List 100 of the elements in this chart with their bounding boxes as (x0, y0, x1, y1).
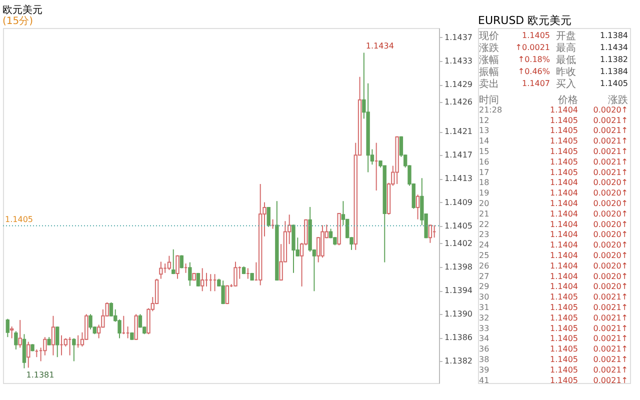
text: 12 (479, 116, 490, 125)
text: 1.1405 (522, 31, 550, 40)
text: 0.0021↑ (593, 147, 628, 156)
text: 24 (479, 240, 490, 250)
text: ↑0.18% (518, 55, 550, 64)
y-tick-label: 1.1409 (444, 198, 472, 207)
chart-title: 欧元美元 (2, 4, 42, 16)
text: 1.1404 (550, 272, 578, 281)
text: 0.0021↑ (593, 136, 628, 146)
text: 1.1405 (550, 136, 578, 146)
candlestick (6, 318, 10, 338)
text: 0.0020↑ (593, 220, 628, 229)
text: 15 (479, 147, 490, 156)
text: 18 (479, 178, 490, 188)
text: 1.1405 (550, 313, 578, 322)
text: 1.1405 (550, 126, 578, 136)
text: 0.0021↑ (593, 344, 628, 354)
text: ↑0.0021 (515, 43, 550, 52)
text: 0.0020↑ (593, 178, 628, 188)
text: 1.1405 (550, 376, 578, 385)
text: 1.1404 (550, 220, 578, 229)
candlestick (234, 261, 238, 287)
y-tick-label: 1.1421 (444, 127, 472, 136)
candlestick (188, 262, 192, 286)
text: 卖出 (479, 78, 499, 90)
ref-line-label: 1.1405 (5, 214, 33, 224)
text: 0.0021↑ (593, 324, 628, 333)
text: 25 (479, 251, 490, 260)
text: 21 (479, 209, 490, 218)
text: 时间 (479, 94, 499, 106)
text: 1.1404 (550, 240, 578, 250)
text: 14 (479, 136, 490, 146)
text: 涨跌 (608, 94, 628, 106)
candlestick (196, 272, 200, 287)
text: 0.0020↑ (593, 209, 628, 218)
y-tick-label: 1.1386 (444, 333, 472, 342)
candlestick (51, 315, 56, 356)
candlestick (56, 326, 60, 358)
candlestick (72, 338, 76, 362)
text: 1.1405 (600, 79, 628, 88)
text: 30 (479, 292, 490, 302)
candlestick (167, 255, 172, 270)
text: 1.1384 (600, 67, 628, 76)
text: 1.1405 (550, 365, 578, 374)
text: 振幅 (479, 66, 499, 78)
text: 1.1404 (550, 188, 578, 198)
text: 0.0021↑ (593, 303, 628, 312)
text: 涨跌 (479, 42, 499, 54)
text: 1.1404 (550, 282, 578, 292)
text: 38 (479, 355, 490, 364)
text: 0.0020↑ (593, 251, 628, 260)
text: 0.0021↑ (593, 376, 628, 385)
candlestick (172, 248, 176, 275)
candlestick (18, 320, 22, 348)
candlestick (88, 314, 92, 330)
text: 41 (479, 376, 490, 385)
text: 32 (479, 313, 490, 322)
y-tick-label: 1.1413 (444, 174, 472, 184)
text: 1.1404 (550, 230, 578, 240)
text: 最高 (556, 42, 576, 54)
candlestick (84, 314, 88, 341)
candlestick (221, 280, 225, 305)
y-tick-label: 1.1426 (444, 98, 472, 107)
text: 1.1405 (550, 292, 578, 302)
text: 39 (479, 365, 490, 374)
text: 0.0020↑ (593, 282, 628, 292)
text: 22 (479, 220, 490, 229)
candlestick (266, 206, 270, 228)
text: 0.0021↑ (593, 116, 628, 125)
text: 1.1405 (550, 147, 578, 156)
text: 0.0021↑ (593, 313, 628, 322)
text: 1.1405 (550, 168, 578, 177)
text: 0.0020↑ (593, 272, 628, 281)
candlestick (428, 224, 432, 244)
text: 0.0020↑ (593, 261, 628, 270)
candlestick (26, 341, 30, 368)
text: 1.1404 (550, 251, 578, 260)
text: 价格 (557, 94, 578, 106)
text: EURUSD 欧元美元 (478, 14, 572, 27)
text: 1.1404 (550, 199, 578, 208)
text: 1.1382 (600, 55, 628, 64)
y-tick-label: 1.1398 (444, 262, 472, 272)
candlestick (134, 314, 138, 341)
text: 33 (479, 324, 490, 333)
candlestick (10, 326, 14, 339)
text: 现价 (479, 30, 499, 42)
text: 0.0021↑ (593, 334, 628, 344)
text: 1.1407 (522, 79, 550, 88)
text: 23 (479, 230, 490, 240)
y-tick-label: 1.1390 (444, 310, 472, 319)
text: 0.0021↑ (593, 157, 628, 166)
candlestick (200, 268, 204, 292)
text: 1.1405 (550, 344, 578, 354)
candlestick (159, 261, 163, 280)
candlestick (22, 334, 26, 369)
text: 1.1404 (550, 105, 578, 114)
y-tick-label: 1.1437 (444, 32, 472, 42)
text: 0.0021↑ (593, 365, 628, 374)
candlestick (109, 302, 114, 317)
text: 0.0021↑ (593, 355, 628, 364)
